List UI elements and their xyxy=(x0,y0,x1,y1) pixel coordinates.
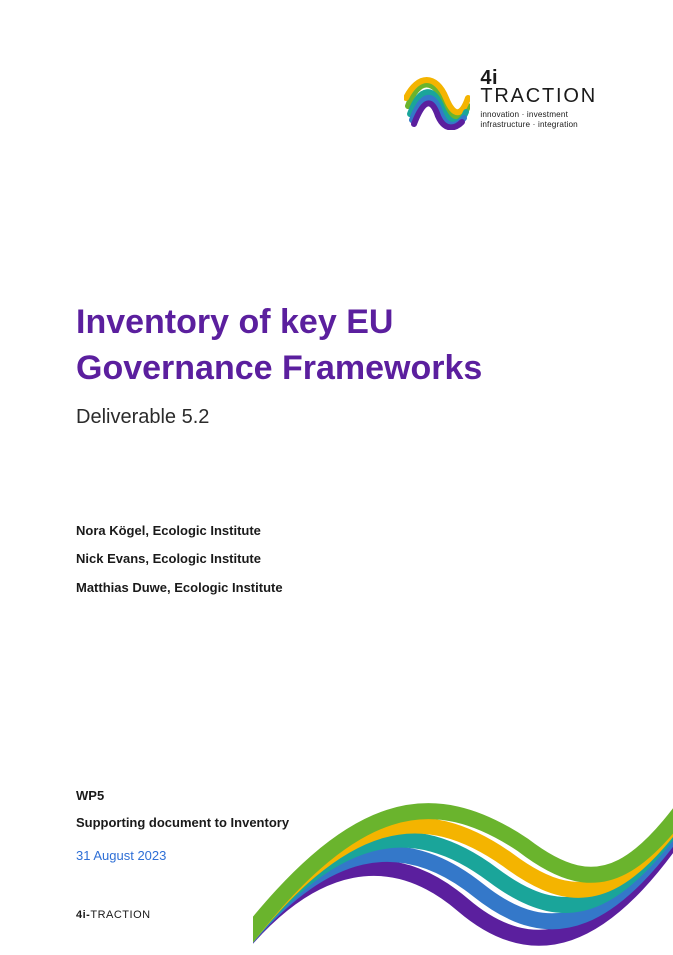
publication-date: 31 August 2023 xyxy=(76,848,289,863)
brand-logo-text: 4i TRACTION innovation · investment infr… xyxy=(480,68,597,131)
work-package-label: WP5 xyxy=(76,788,289,803)
author-line: Nora Kögel, Ecologic Institute xyxy=(76,517,597,546)
footer-meta: WP5 Supporting document to Inventory 31 … xyxy=(76,788,289,863)
title-line-1: Inventory of key EU xyxy=(76,303,393,341)
authors-list: Nora Kögel, Ecologic Institute Nick Evan… xyxy=(76,517,597,603)
brand-logo-mark-icon xyxy=(404,68,470,130)
brand-logo-block: 4i TRACTION innovation · investment infr… xyxy=(404,68,597,131)
brand-tagline-2: infrastructure · integration xyxy=(480,120,578,130)
footer-brand: 4i-TRACTION xyxy=(76,909,151,921)
author-line: Matthias Duwe, Ecologic Institute xyxy=(76,574,597,603)
title-line-2: Governance Frameworks xyxy=(76,349,482,387)
brand-name-main-line: TRACTION xyxy=(480,86,597,106)
document-page: 4i TRACTION innovation · investment infr… xyxy=(0,0,673,955)
brand-tagline-1: innovation · investment xyxy=(480,110,568,120)
footer-brand-main: TRACTION xyxy=(90,909,150,921)
footer-brand-prefix: 4i- xyxy=(76,909,90,921)
supporting-doc-label: Supporting document to Inventory xyxy=(76,815,289,830)
document-title: Inventory of key EU Governance Framework… xyxy=(76,300,597,392)
main-content: Inventory of key EU Governance Framework… xyxy=(76,300,597,603)
author-line: Nick Evans, Ecologic Institute xyxy=(76,545,597,574)
document-subtitle: Deliverable 5.2 xyxy=(76,406,597,429)
decorative-ribbons-icon xyxy=(253,695,673,955)
